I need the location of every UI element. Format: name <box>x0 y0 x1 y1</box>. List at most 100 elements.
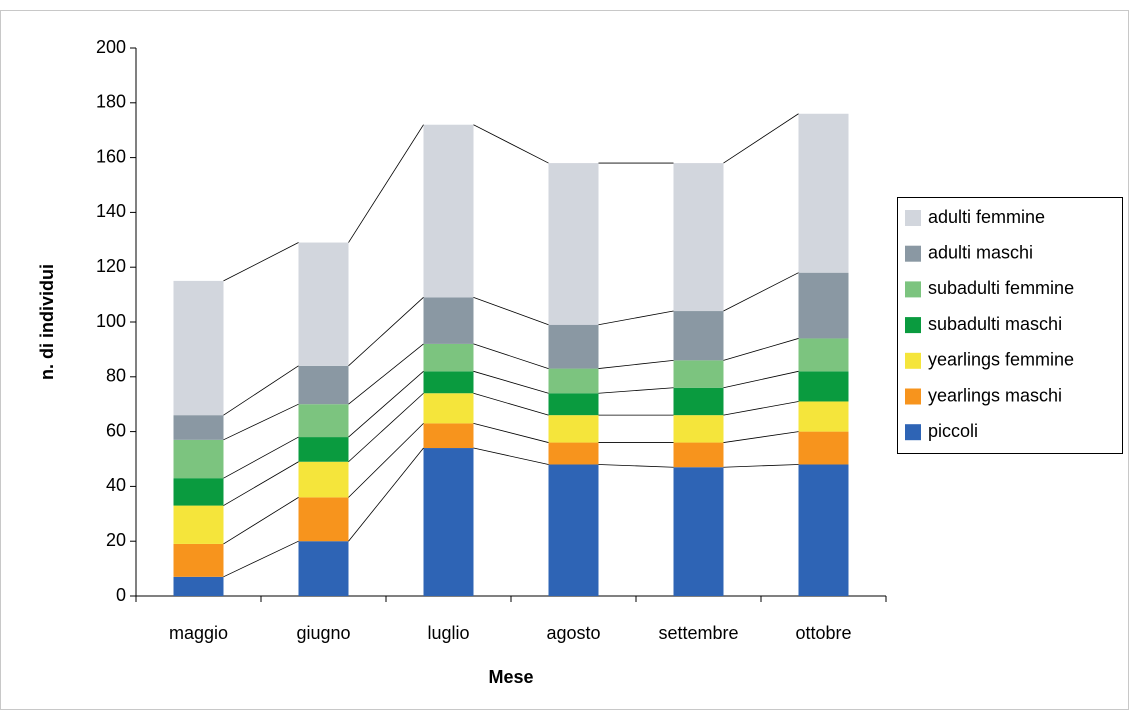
series-connector <box>473 422 549 443</box>
bar-segment <box>673 387 724 416</box>
series-connector <box>348 297 424 367</box>
bar-segment <box>548 415 599 443</box>
legend-label: adulti maschi <box>928 242 1033 262</box>
bar-segment <box>798 338 849 372</box>
series-connector <box>473 392 549 416</box>
legend-swatch <box>905 210 921 226</box>
x-tick-label: luglio <box>427 623 469 643</box>
bar-segment <box>548 442 599 465</box>
series-connector <box>723 370 799 389</box>
series-connector <box>473 370 549 394</box>
bar-segment <box>423 448 474 596</box>
bar-segment <box>173 505 224 544</box>
bar-segment <box>173 576 224 596</box>
y-tick-label: 160 <box>96 146 126 166</box>
bar-segment <box>173 543 224 577</box>
bar-segment <box>298 404 349 438</box>
series-connector <box>598 359 674 369</box>
y-tick-label: 80 <box>106 366 126 386</box>
bar-segment <box>173 280 224 416</box>
series-connector <box>473 447 549 465</box>
bar-segment <box>798 371 849 402</box>
legend-swatch <box>905 317 921 334</box>
series-connector <box>223 242 299 282</box>
series-connector <box>348 447 424 542</box>
bar-segment <box>673 163 724 312</box>
bar-segment <box>298 497 349 542</box>
series-connector <box>473 296 549 326</box>
bar-segment <box>423 343 474 372</box>
legend-swatch <box>905 424 921 441</box>
x-tick-label: agosto <box>546 623 600 643</box>
bar-segment <box>298 461 349 498</box>
legend-label: subadulti femmine <box>928 278 1074 298</box>
bar-segment <box>798 431 849 465</box>
x-tick-label: giugno <box>296 623 350 643</box>
series-connector <box>348 343 424 405</box>
bar-segment <box>173 478 224 506</box>
series-connector <box>348 371 424 438</box>
bar-segment <box>548 163 599 325</box>
y-axis-title: n. di individui <box>37 264 57 380</box>
bar-segment <box>798 113 849 273</box>
series-connector <box>723 401 799 416</box>
legend-swatch <box>905 352 921 369</box>
bar-segment <box>673 415 724 443</box>
legend-swatch <box>905 245 921 262</box>
bar-segment <box>423 423 474 449</box>
legend-label: adulti femmine <box>928 207 1045 227</box>
bar-segment <box>548 324 599 369</box>
series-connector <box>723 272 799 312</box>
series-connector <box>348 392 424 463</box>
y-tick-label: 40 <box>106 475 126 495</box>
x-tick-label: maggio <box>169 623 228 643</box>
y-tick-label: 200 <box>96 37 126 57</box>
bar-segment <box>173 415 224 440</box>
bar-segment <box>798 401 849 432</box>
series-connector <box>348 423 424 498</box>
series-connector <box>223 540 299 578</box>
series-connector <box>223 436 299 479</box>
bar-segment <box>798 272 849 339</box>
bar-segment <box>298 437 349 462</box>
series-connector <box>473 343 549 369</box>
series-connector <box>723 113 799 164</box>
bar-segment <box>548 368 599 394</box>
bar-segment <box>298 541 349 596</box>
bar-segment <box>798 464 849 596</box>
y-tick-label: 20 <box>106 530 126 550</box>
y-tick-label: 140 <box>96 201 126 221</box>
series-connector <box>223 403 299 441</box>
series-connector <box>598 387 674 394</box>
bar-segment <box>423 371 474 394</box>
bar-segment <box>423 124 474 298</box>
y-tick-label: 120 <box>96 256 126 276</box>
x-tick-label: settembre <box>658 623 738 643</box>
legend-label: piccoli <box>928 421 978 441</box>
bar-segment <box>673 442 724 468</box>
series-connector <box>473 124 549 164</box>
series-connector <box>723 338 799 361</box>
series-connector <box>223 461 299 506</box>
bar-segment <box>298 242 349 366</box>
y-tick-label: 180 <box>96 92 126 112</box>
legend-swatch <box>905 281 921 298</box>
bar-segment <box>673 360 724 388</box>
y-tick-label: 0 <box>116 585 126 605</box>
bar-segment <box>548 393 599 416</box>
legend-label: subadulti maschi <box>928 314 1062 334</box>
series-connector <box>348 124 424 243</box>
bar-segment <box>298 365 349 405</box>
x-axis-title: Mese <box>488 667 533 687</box>
bar-segment <box>423 297 474 344</box>
x-tick-label: ottobre <box>795 623 851 643</box>
legend-box <box>897 197 1123 454</box>
bar-segment <box>423 393 474 424</box>
series-connector <box>223 497 299 545</box>
legend-label: yearlings maschi <box>928 385 1062 405</box>
legend-swatch <box>905 388 921 405</box>
series-connector <box>723 431 799 443</box>
series-connector <box>598 310 674 326</box>
bar-segment <box>673 311 724 361</box>
